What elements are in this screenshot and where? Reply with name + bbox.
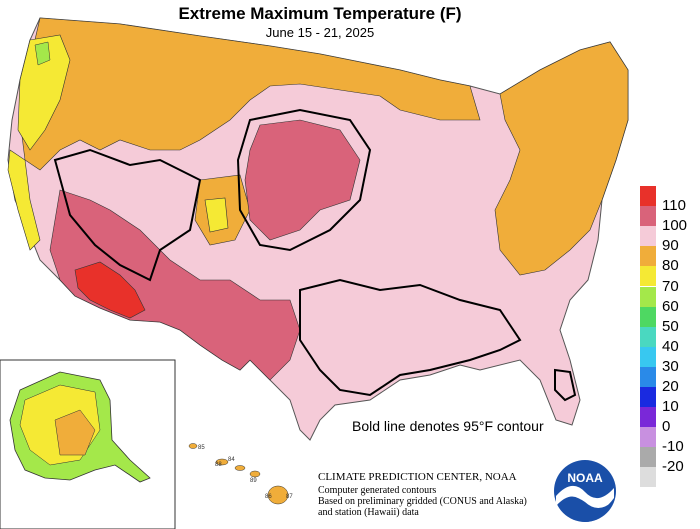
alaska-80s-region <box>54 409 96 456</box>
legend-swatch <box>640 286 656 307</box>
credits-block: CLIMATE PREDICTION CENTER, NOAA Computer… <box>318 471 527 519</box>
plains-100s-region <box>244 119 361 241</box>
northeast-80s-region <box>494 41 629 276</box>
nw-60s-patch <box>34 41 51 66</box>
legend-label: 40 <box>662 337 679 355</box>
legend-swatch <box>640 387 656 408</box>
legend-label: 100 <box>662 217 688 235</box>
legend-swatch <box>640 206 656 227</box>
southwest-110s-region <box>74 261 146 319</box>
rockies-70s-region <box>204 197 229 233</box>
legend-label: -10 <box>662 438 684 456</box>
legend-swatch <box>640 246 656 267</box>
legend-swatch <box>640 447 656 468</box>
west-100s-region <box>49 189 301 381</box>
legend-label: 20 <box>662 378 679 395</box>
hawaii-label-3: 84 <box>228 457 235 463</box>
legend-label: 50 <box>662 317 679 335</box>
legend-swatch <box>640 427 656 448</box>
pacific-70s-region <box>17 34 71 151</box>
legend-label: 110 <box>662 197 686 215</box>
northwest-80s-region <box>19 17 481 171</box>
noaa-logo: NOAA <box>554 460 616 522</box>
noaa-logo-text: NOAA <box>567 471 603 485</box>
legend-swatch <box>640 266 656 287</box>
legend-swatch <box>640 226 656 247</box>
contour-95f-florida <box>554 368 577 402</box>
hawaii-label-5: 86 <box>265 494 272 500</box>
hawaii-label-4: 89 <box>250 478 257 484</box>
temperature-map: 85 88 84 89 86 87 <box>0 17 629 529</box>
credits-line-1: CLIMATE PREDICTION CENTER, NOAA <box>318 471 517 483</box>
credits-line-3: Based on preliminary gridded (CONUS and … <box>318 496 527 507</box>
credits-line-2: Computer generated contours <box>318 485 437 496</box>
legend-label: 30 <box>662 357 679 375</box>
hawaii-islands: 85 88 84 89 86 87 <box>188 443 293 505</box>
contour-95f-west <box>53 148 202 282</box>
hawaii-label-6: 87 <box>286 494 293 500</box>
map-subtitle: June 15 - 21, 2025 <box>265 25 375 40</box>
legend-label: 10 <box>662 398 679 416</box>
legend-swatch <box>640 326 656 347</box>
map-title: Extreme Maximum Temperature (F) <box>178 4 462 23</box>
california-coast-70s-region <box>7 149 41 251</box>
legend-label: 70 <box>662 277 679 295</box>
credits-line-4: and station (Hawaii) data <box>318 507 419 518</box>
legend-label: 90 <box>662 237 679 255</box>
hawaii-label-1: 85 <box>198 445 205 451</box>
contour-95f-plains <box>236 108 372 252</box>
legend-swatch <box>640 467 656 488</box>
legend-swatch <box>640 306 656 327</box>
contour-95f-south <box>299 278 522 397</box>
legend-label: -20 <box>662 458 684 476</box>
legend-swatch <box>640 366 656 387</box>
legend-label: 0 <box>662 418 671 436</box>
legend-swatch <box>640 186 656 207</box>
contour-note: Bold line denotes 95°F contour <box>352 418 544 434</box>
legend-label: 80 <box>662 257 679 275</box>
legend-label: 60 <box>662 297 679 315</box>
legend-swatch <box>640 407 656 428</box>
legend-swatch <box>640 346 656 367</box>
hawaii-label-2: 88 <box>215 462 222 468</box>
